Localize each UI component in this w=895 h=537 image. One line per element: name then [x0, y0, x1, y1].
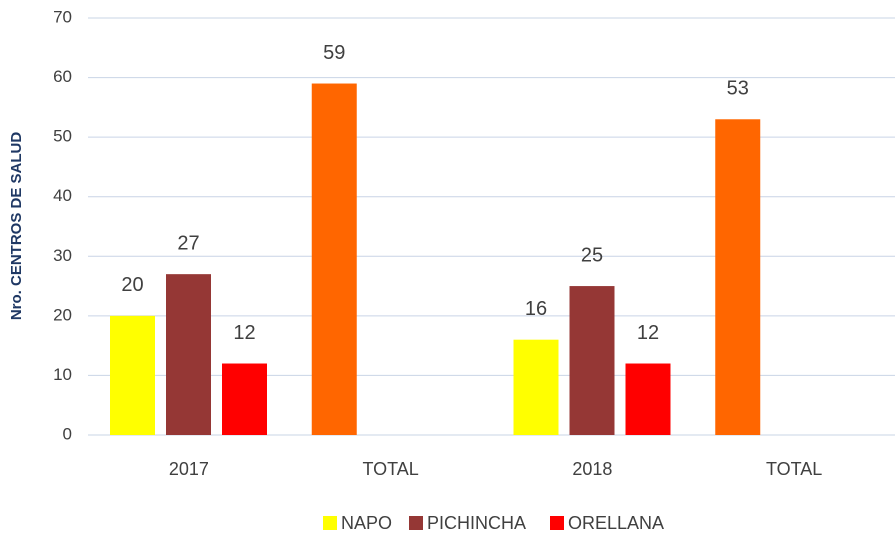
value-label: 59 — [323, 42, 345, 64]
legend-swatch — [323, 516, 337, 530]
x-tick-label: TOTAL — [362, 459, 418, 479]
y-tick-label: 40 — [53, 186, 72, 205]
y-tick-label: 70 — [53, 7, 72, 26]
bar — [110, 316, 155, 435]
value-label: 12 — [233, 322, 255, 344]
value-label: 16 — [525, 298, 547, 320]
legend-label: PICHINCHA — [427, 513, 526, 533]
legend-label: NAPO — [341, 513, 392, 533]
y-tick-label: 60 — [53, 67, 72, 86]
value-label: 27 — [177, 232, 199, 254]
value-label: 53 — [727, 78, 749, 100]
y-tick-label: 0 — [63, 424, 72, 443]
value-label: 12 — [637, 322, 659, 344]
y-tick-label: 20 — [53, 305, 72, 324]
x-tick-label: 2017 — [169, 459, 209, 479]
y-axis-title: Nro. CENTROS DE SALUD — [8, 132, 25, 321]
bar — [222, 364, 267, 435]
chart: Nro. CENTROS DE SALUD 010203040506070201… — [0, 0, 895, 537]
bar — [166, 274, 211, 435]
y-tick-label: 10 — [53, 365, 72, 384]
bar — [312, 84, 357, 435]
value-label: 20 — [121, 274, 143, 296]
x-tick-label: 2018 — [572, 459, 612, 479]
x-tick-label: TOTAL — [766, 459, 822, 479]
legend-swatch — [550, 516, 564, 530]
y-tick-label: 50 — [53, 127, 72, 146]
value-label: 25 — [581, 244, 603, 266]
y-tick-label: 30 — [53, 246, 72, 265]
bar — [514, 340, 559, 435]
bar — [626, 364, 671, 435]
bar — [715, 119, 760, 435]
legend-swatch — [409, 516, 423, 530]
bar — [570, 286, 615, 435]
legend-label: ORELLANA — [568, 513, 664, 533]
